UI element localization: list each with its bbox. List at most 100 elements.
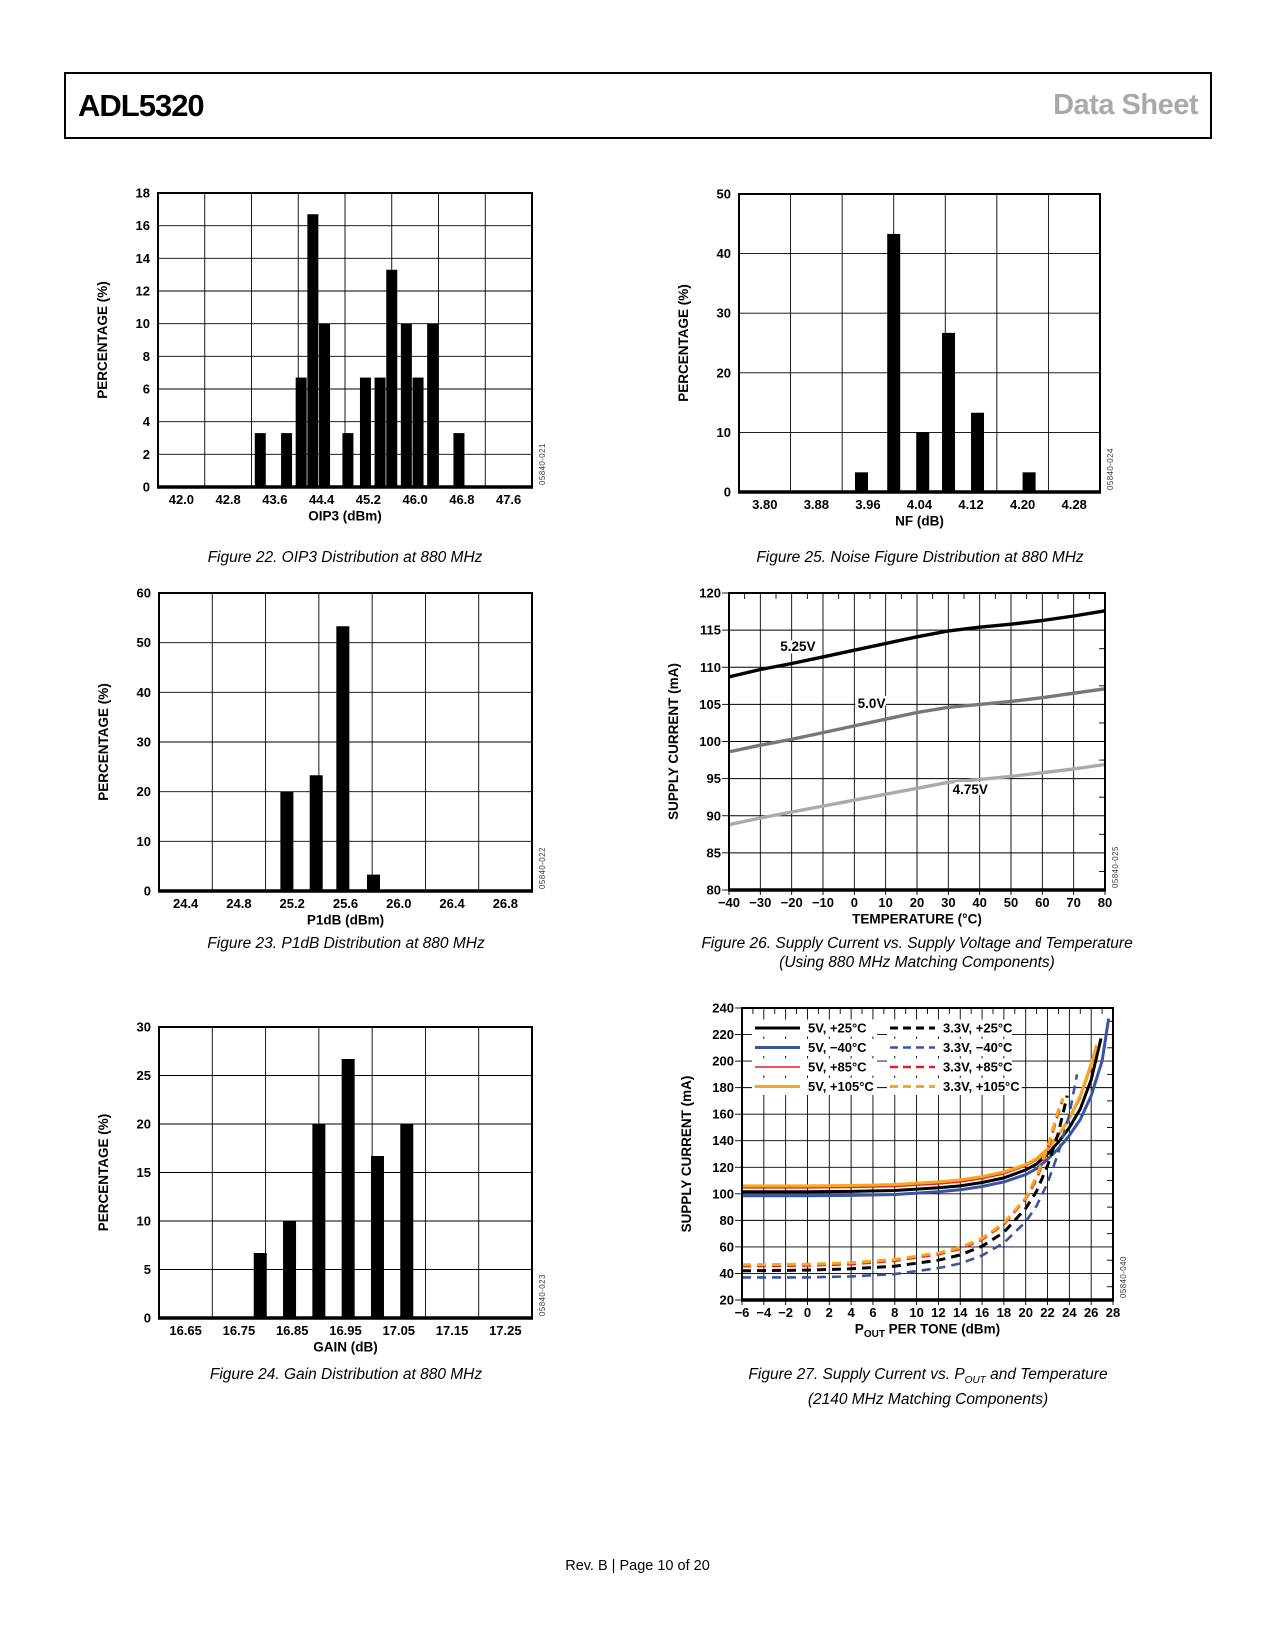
svg-text:05840-024: 05840-024	[1106, 448, 1115, 490]
svg-text:20: 20	[1018, 1305, 1032, 1320]
svg-text:10: 10	[137, 834, 151, 849]
svg-text:−6: −6	[735, 1305, 750, 1320]
svg-text:44.4: 44.4	[309, 492, 335, 507]
svg-text:60: 60	[1035, 895, 1049, 910]
svg-text:0: 0	[724, 485, 731, 500]
svg-text:4: 4	[143, 414, 151, 429]
svg-text:−2: −2	[778, 1305, 793, 1320]
figure-25-nf-histogram: 0 10 20 30 40 50 3.80 3.88 3.96 4.04 4.12 4.20 4.28 P…	[676, 187, 1115, 529]
svg-text:3.3V, +25°C: 3.3V, +25°C	[943, 1021, 1013, 1036]
part-number: ADL5320	[78, 87, 205, 123]
svg-text:3.3V, +105°C: 3.3V, +105°C	[943, 1079, 1020, 1094]
svg-text:0: 0	[851, 895, 858, 910]
svg-text:26: 26	[1084, 1305, 1098, 1320]
svg-text:4.75V: 4.75V	[953, 782, 988, 797]
svg-text:80: 80	[707, 883, 721, 898]
svg-text:17.15: 17.15	[436, 1323, 469, 1338]
svg-text:18: 18	[136, 186, 150, 201]
svg-text:−40: −40	[718, 895, 740, 910]
svg-text:0: 0	[804, 1305, 811, 1320]
figure-25-caption: Figure 25. Noise Figure Distribution at …	[756, 549, 1084, 566]
svg-text:0: 0	[144, 1311, 151, 1326]
svg-text:100: 100	[712, 1186, 734, 1201]
svg-text:16.85: 16.85	[276, 1323, 309, 1338]
svg-text:105: 105	[699, 697, 721, 712]
svg-text:5V, +25°C: 5V, +25°C	[808, 1021, 867, 1036]
svg-text:22: 22	[1040, 1305, 1054, 1320]
svg-text:10: 10	[878, 895, 892, 910]
svg-text:−4: −4	[756, 1305, 772, 1320]
svg-text:26.8: 26.8	[493, 896, 518, 911]
svg-text:2: 2	[143, 447, 150, 462]
svg-text:PERCENTAGE (%): PERCENTAGE (%)	[676, 284, 691, 402]
figure-22-caption: Figure 22. OIP3 Distribution at 880 MHz	[207, 549, 483, 566]
svg-text:140: 140	[712, 1133, 734, 1148]
svg-text:4.20: 4.20	[1010, 497, 1035, 512]
svg-text:40: 40	[972, 895, 986, 910]
svg-text:43.6: 43.6	[262, 492, 287, 507]
svg-text:16.75: 16.75	[223, 1323, 256, 1338]
svg-text:42.8: 42.8	[215, 492, 240, 507]
svg-text:POUT PER TONE (dBm): POUT PER TONE (dBm)	[855, 1322, 1000, 1341]
svg-text:TEMPERATURE (°C): TEMPERATURE (°C)	[852, 912, 982, 927]
svg-text:05840-025: 05840-025	[1111, 846, 1120, 888]
page-footer: Rev. B | Page 10 of 20	[565, 1558, 710, 1574]
svg-text:160: 160	[712, 1107, 734, 1122]
svg-text:26.4: 26.4	[439, 896, 465, 911]
header-bar: ADL5320 Data Sheet	[64, 72, 1212, 139]
svg-text:25.6: 25.6	[333, 896, 358, 911]
svg-text:47.6: 47.6	[496, 492, 521, 507]
svg-text:0: 0	[144, 884, 151, 899]
svg-text:42.0: 42.0	[169, 492, 194, 507]
svg-text:3.3V, +85°C: 3.3V, +85°C	[943, 1060, 1013, 1075]
svg-text:05840-040: 05840-040	[1119, 1256, 1128, 1298]
svg-text:3.88: 3.88	[804, 497, 829, 512]
svg-text:17.25: 17.25	[489, 1323, 522, 1338]
figure-27-caption: Figure 27. Supply Current vs. POUT and T…	[748, 1366, 1108, 1408]
svg-text:80: 80	[720, 1213, 734, 1228]
svg-text:80: 80	[1098, 895, 1112, 910]
svg-text:20: 20	[720, 1293, 734, 1308]
svg-text:18: 18	[997, 1305, 1011, 1320]
svg-text:8: 8	[891, 1305, 898, 1320]
svg-text:24.8: 24.8	[226, 896, 251, 911]
svg-text:180: 180	[712, 1080, 734, 1095]
svg-text:60: 60	[137, 586, 151, 601]
svg-text:05840-023: 05840-023	[538, 1274, 547, 1316]
svg-text:26.0: 26.0	[386, 896, 411, 911]
figure-23-caption: Figure 23. P1dB Distribution at 880 MHz	[207, 935, 485, 952]
svg-text:40: 40	[720, 1266, 734, 1281]
svg-text:30: 30	[941, 895, 955, 910]
svg-text:−10: −10	[812, 895, 834, 910]
svg-text:5V, +85°C: 5V, +85°C	[808, 1060, 867, 1075]
svg-text:20: 20	[137, 784, 151, 799]
svg-text:95: 95	[707, 771, 721, 786]
svg-text:120: 120	[712, 1160, 734, 1175]
svg-text:14: 14	[136, 251, 151, 266]
svg-text:0: 0	[143, 480, 150, 495]
svg-text:16: 16	[975, 1305, 989, 1320]
figure-26-caption: Figure 26. Supply Current vs. Supply Vol…	[701, 935, 1133, 971]
svg-text:25.2: 25.2	[280, 896, 305, 911]
svg-text:25: 25	[137, 1068, 151, 1083]
svg-text:115: 115	[700, 623, 721, 638]
svg-text:PERCENTAGE (%): PERCENTAGE (%)	[95, 281, 110, 399]
svg-text:46.8: 46.8	[449, 492, 474, 507]
svg-text:−30: −30	[749, 895, 771, 910]
svg-text:−20: −20	[781, 895, 803, 910]
svg-text:16: 16	[136, 218, 150, 233]
svg-text:10: 10	[909, 1305, 923, 1320]
svg-text:12: 12	[136, 284, 150, 299]
svg-text:90: 90	[707, 808, 721, 823]
svg-text:40: 40	[717, 246, 731, 261]
svg-text:30: 30	[137, 1020, 151, 1035]
figure-24-caption: Figure 24. Gain Distribution at 880 MHz	[209, 1366, 483, 1383]
svg-text:5V, −40°C: 5V, −40°C	[808, 1040, 867, 1055]
svg-text:40: 40	[137, 685, 151, 700]
svg-text:30: 30	[717, 306, 731, 321]
svg-text:200: 200	[712, 1054, 734, 1069]
svg-text:45.2: 45.2	[356, 492, 381, 507]
svg-text:16.95: 16.95	[329, 1323, 362, 1338]
